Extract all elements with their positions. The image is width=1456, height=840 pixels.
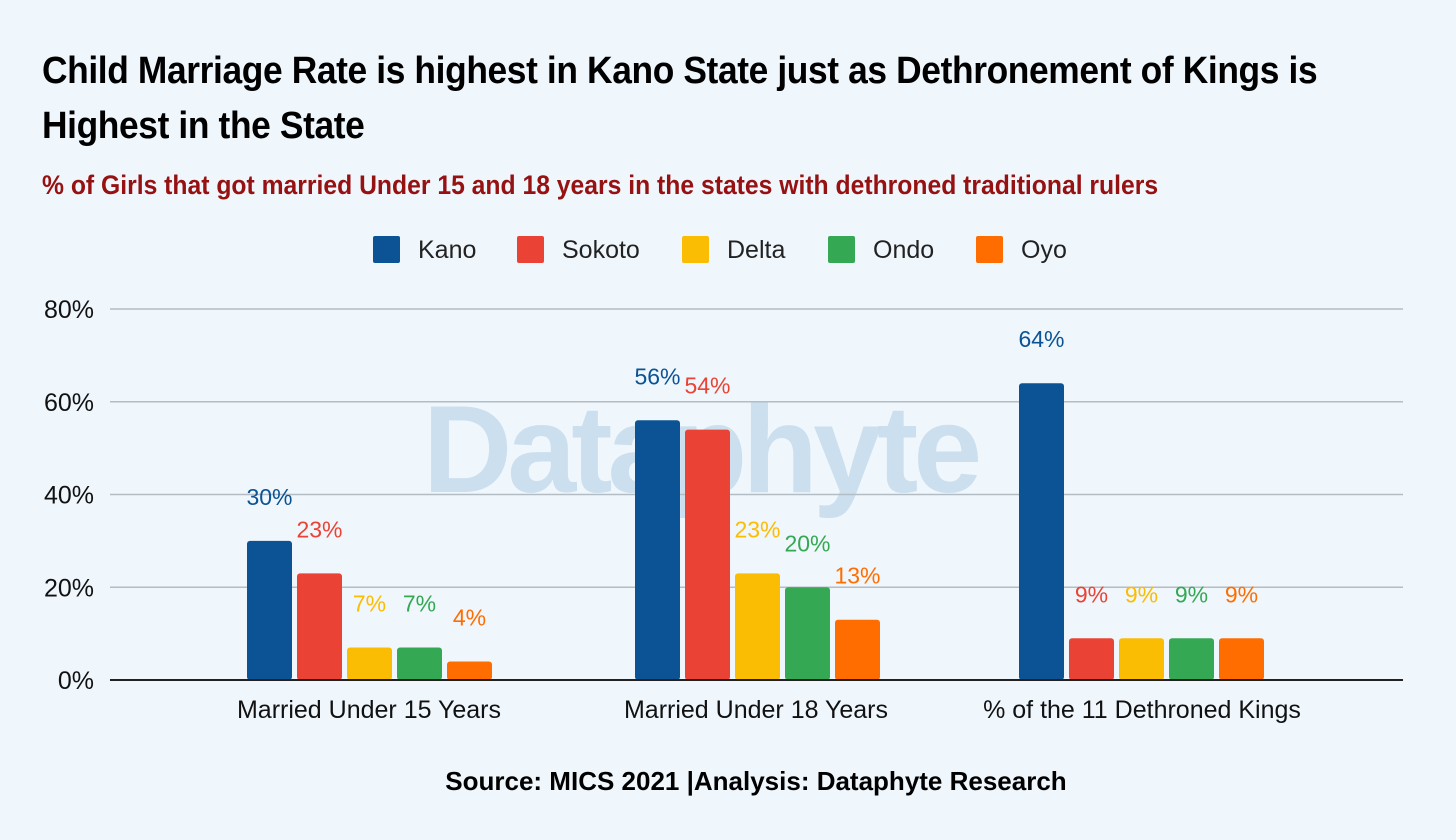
data-label: 56% (634, 363, 680, 389)
legend-swatch-ondo (828, 236, 855, 263)
bar-oyo (447, 661, 492, 680)
bar-oyo (835, 619, 880, 680)
bar-sokoto (685, 429, 730, 680)
legend-swatch-delta (682, 236, 709, 263)
x-tick-label: % of the 11 Dethroned Kings (983, 696, 1301, 724)
bar-sokoto (1069, 638, 1114, 680)
y-tick-label: 60% (44, 389, 94, 417)
bar-delta (347, 647, 392, 680)
y-tick-label: 20% (44, 574, 94, 602)
bar-ondo (785, 587, 830, 680)
legend-label-oyo: Oyo (1021, 236, 1067, 264)
data-label: 9% (1225, 581, 1258, 607)
bar-kano (247, 540, 292, 680)
legend-label-kano: Kano (418, 236, 476, 264)
chart-subtitle: % of Girls that got married Under 15 and… (42, 170, 1159, 200)
data-label: 20% (784, 530, 830, 556)
data-labels: 30%23%7% 7%4%56% 54%23%20%13%64%9% 9% 9% 9% (246, 326, 1258, 630)
legend-label-ondo: Ondo (873, 236, 934, 264)
y-tick-label: 40% (44, 482, 94, 510)
bars (247, 383, 1264, 680)
data-label: 23% (734, 516, 780, 542)
data-label: 7% (403, 591, 436, 617)
legend-swatch-sokoto (517, 236, 544, 263)
legend-label-sokoto: Sokoto (562, 236, 640, 264)
legend: Kano Sokoto Delta Ondo Oyo (373, 236, 1067, 264)
y-tick-label: 0% (58, 667, 94, 695)
bar-kano (1019, 383, 1064, 680)
data-label: 30% (246, 484, 292, 510)
bar-ondo (1169, 638, 1214, 680)
data-label: 9% (1175, 581, 1208, 607)
legend-swatch-kano (373, 236, 400, 263)
legend-swatch-oyo (976, 236, 1003, 263)
chart-title: Child Marriage Rate is highest in Kano S… (42, 50, 1318, 147)
bar-delta (735, 573, 780, 680)
data-label: 7% (353, 591, 386, 617)
data-label: 9% (1075, 581, 1108, 607)
bar-sokoto (297, 573, 342, 680)
bar-ondo (397, 647, 442, 680)
x-tick-label: Married Under 18 Years (624, 696, 888, 724)
x-tick-label: Married Under 15 Years (237, 696, 501, 724)
legend-label-delta: Delta (727, 236, 785, 264)
source-note: Source: MICS 2021 |Analysis: Dataphyte R… (445, 766, 1067, 796)
bar-delta (1119, 638, 1164, 680)
y-axis: 0% 20% 40% 60% 80% (44, 296, 94, 695)
bar-kano (635, 420, 680, 680)
data-label: 13% (834, 563, 880, 589)
data-label: 23% (296, 516, 342, 542)
bar-oyo (1219, 638, 1264, 680)
x-axis: Married Under 15 Years Married Under 18 Y… (110, 679, 1403, 724)
data-label: 64% (1018, 326, 1064, 352)
data-label: 9% (1125, 581, 1158, 607)
y-tick-label: 80% (44, 296, 94, 324)
data-label: 54% (684, 373, 730, 399)
data-label: 4% (453, 604, 486, 630)
